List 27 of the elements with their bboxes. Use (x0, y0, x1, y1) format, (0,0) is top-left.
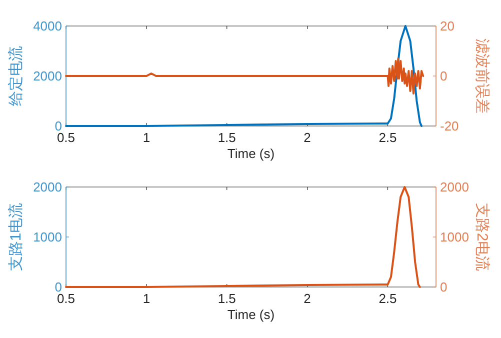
y-tick-label: 2000 (33, 68, 62, 84)
x-tick-label: 1 (142, 291, 150, 306)
y2-tick-label: 2000 (440, 180, 469, 194)
line-series (65, 58, 424, 94)
y-tick-label: 1000 (33, 230, 62, 244)
y-tick-label: 2000 (33, 180, 62, 194)
y2-axis-title: 支路2电流 (474, 202, 490, 272)
y-tick-label: 4000 (33, 18, 62, 34)
x-tick-label: 2.5 (378, 291, 397, 306)
y-axis-title: 支路1电流 (8, 202, 24, 272)
y2-tick-label: 1000 (440, 230, 469, 244)
x-tick-label: 1 (142, 130, 150, 145)
y2-tick-label: 20 (440, 18, 454, 34)
y2-tick-label: -20 (440, 118, 459, 134)
line-series (65, 186, 421, 288)
x-tick-label: 1.5 (218, 130, 236, 145)
y-axis-title: 给定电流 (8, 46, 24, 106)
line-series (65, 25, 423, 127)
x-axis-title: Time (s) (227, 307, 275, 322)
y2-tick-label: 0 (440, 280, 448, 294)
y2-axis-title: 滤波前误差 (474, 38, 490, 114)
x-tick-label: 2 (304, 130, 311, 145)
y2-tick-label: 0 (440, 68, 448, 84)
x-tick-label: 2 (304, 291, 311, 306)
x-tick-label: 2.5 (378, 130, 397, 145)
x-tick-label: 1.5 (218, 291, 236, 306)
x-axis-title: Time (s) (227, 146, 275, 161)
